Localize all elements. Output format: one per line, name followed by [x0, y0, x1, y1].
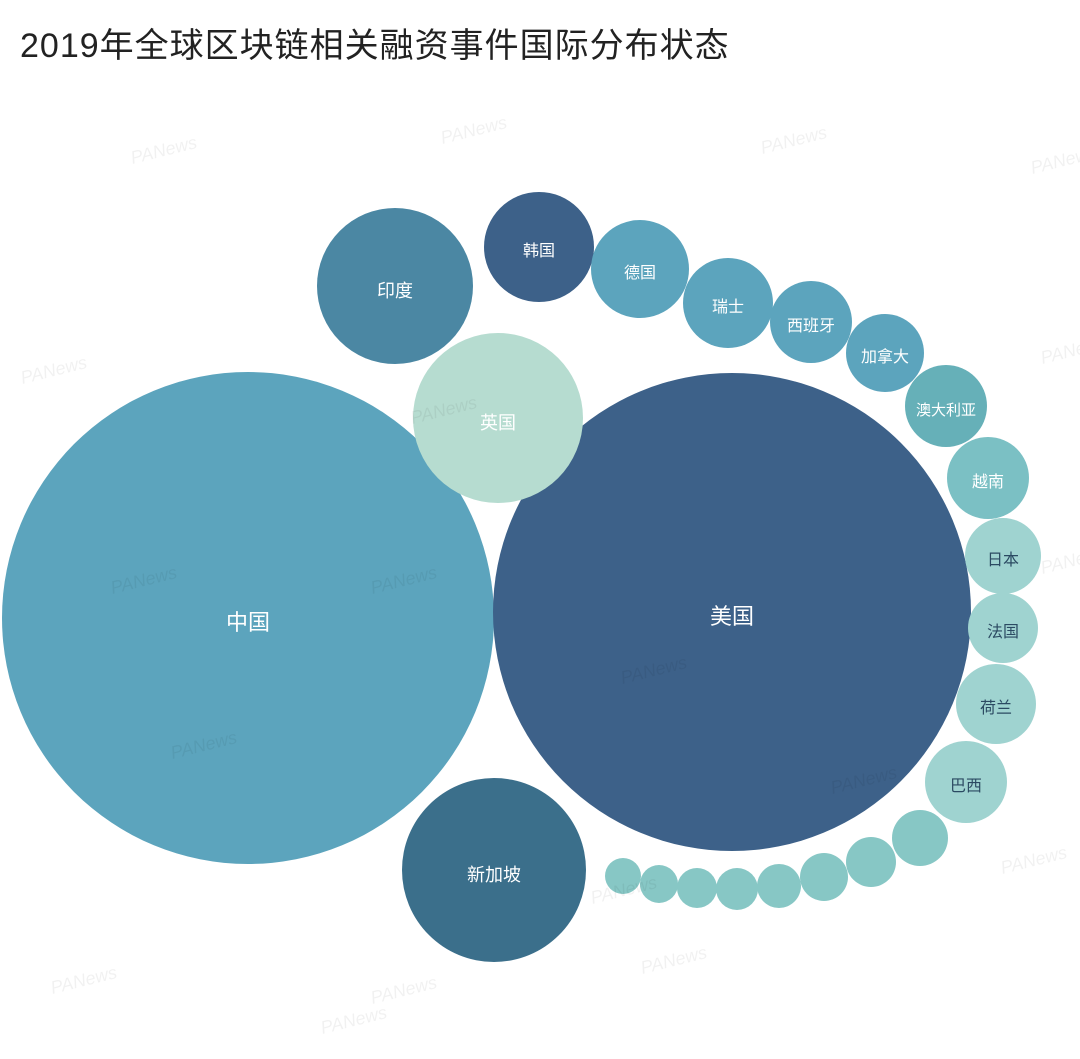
bubble-label-uk: 英国: [480, 413, 516, 433]
bubble-label-canada: 加拿大: [861, 347, 909, 366]
bubble-label-australia: 澳大利亚: [916, 402, 976, 419]
bubble-label-singapore: 新加坡: [467, 865, 521, 885]
bubble-label-netherlands: 荷兰: [980, 699, 1012, 717]
bubble-small-1: [892, 810, 948, 866]
bubble-label-china: 中国: [226, 610, 270, 635]
bubble-small-7: [640, 865, 678, 903]
bubble-label-japan: 日本: [987, 551, 1019, 569]
bubble-label-france: 法国: [987, 623, 1019, 641]
bubble-small-4: [757, 864, 801, 908]
bubble-small-8: [605, 858, 641, 894]
bubble-label-switzerland: 瑞士: [712, 298, 744, 316]
bubble-small-5: [716, 868, 758, 910]
bubble-label-usa: 美国: [710, 604, 754, 629]
bubble-small-6: [677, 868, 717, 908]
bubble-label-brazil: 巴西: [950, 778, 982, 795]
bubble-label-vietnam: 越南: [972, 473, 1004, 491]
bubble-label-spain: 西班牙: [787, 317, 835, 335]
bubble-small-2: [846, 837, 896, 887]
bubble-small-3: [800, 853, 848, 901]
packed-circle-chart: 中国 美国新加坡 英国 印度 韩国德国瑞士西班牙加拿大澳大利亚越南日本法国荷兰巴西: [0, 0, 1080, 1059]
bubble-label-india: 印度: [377, 281, 413, 301]
bubble-label-germany: 德国: [624, 264, 656, 282]
bubble-label-south-korea: 韩国: [523, 242, 555, 260]
